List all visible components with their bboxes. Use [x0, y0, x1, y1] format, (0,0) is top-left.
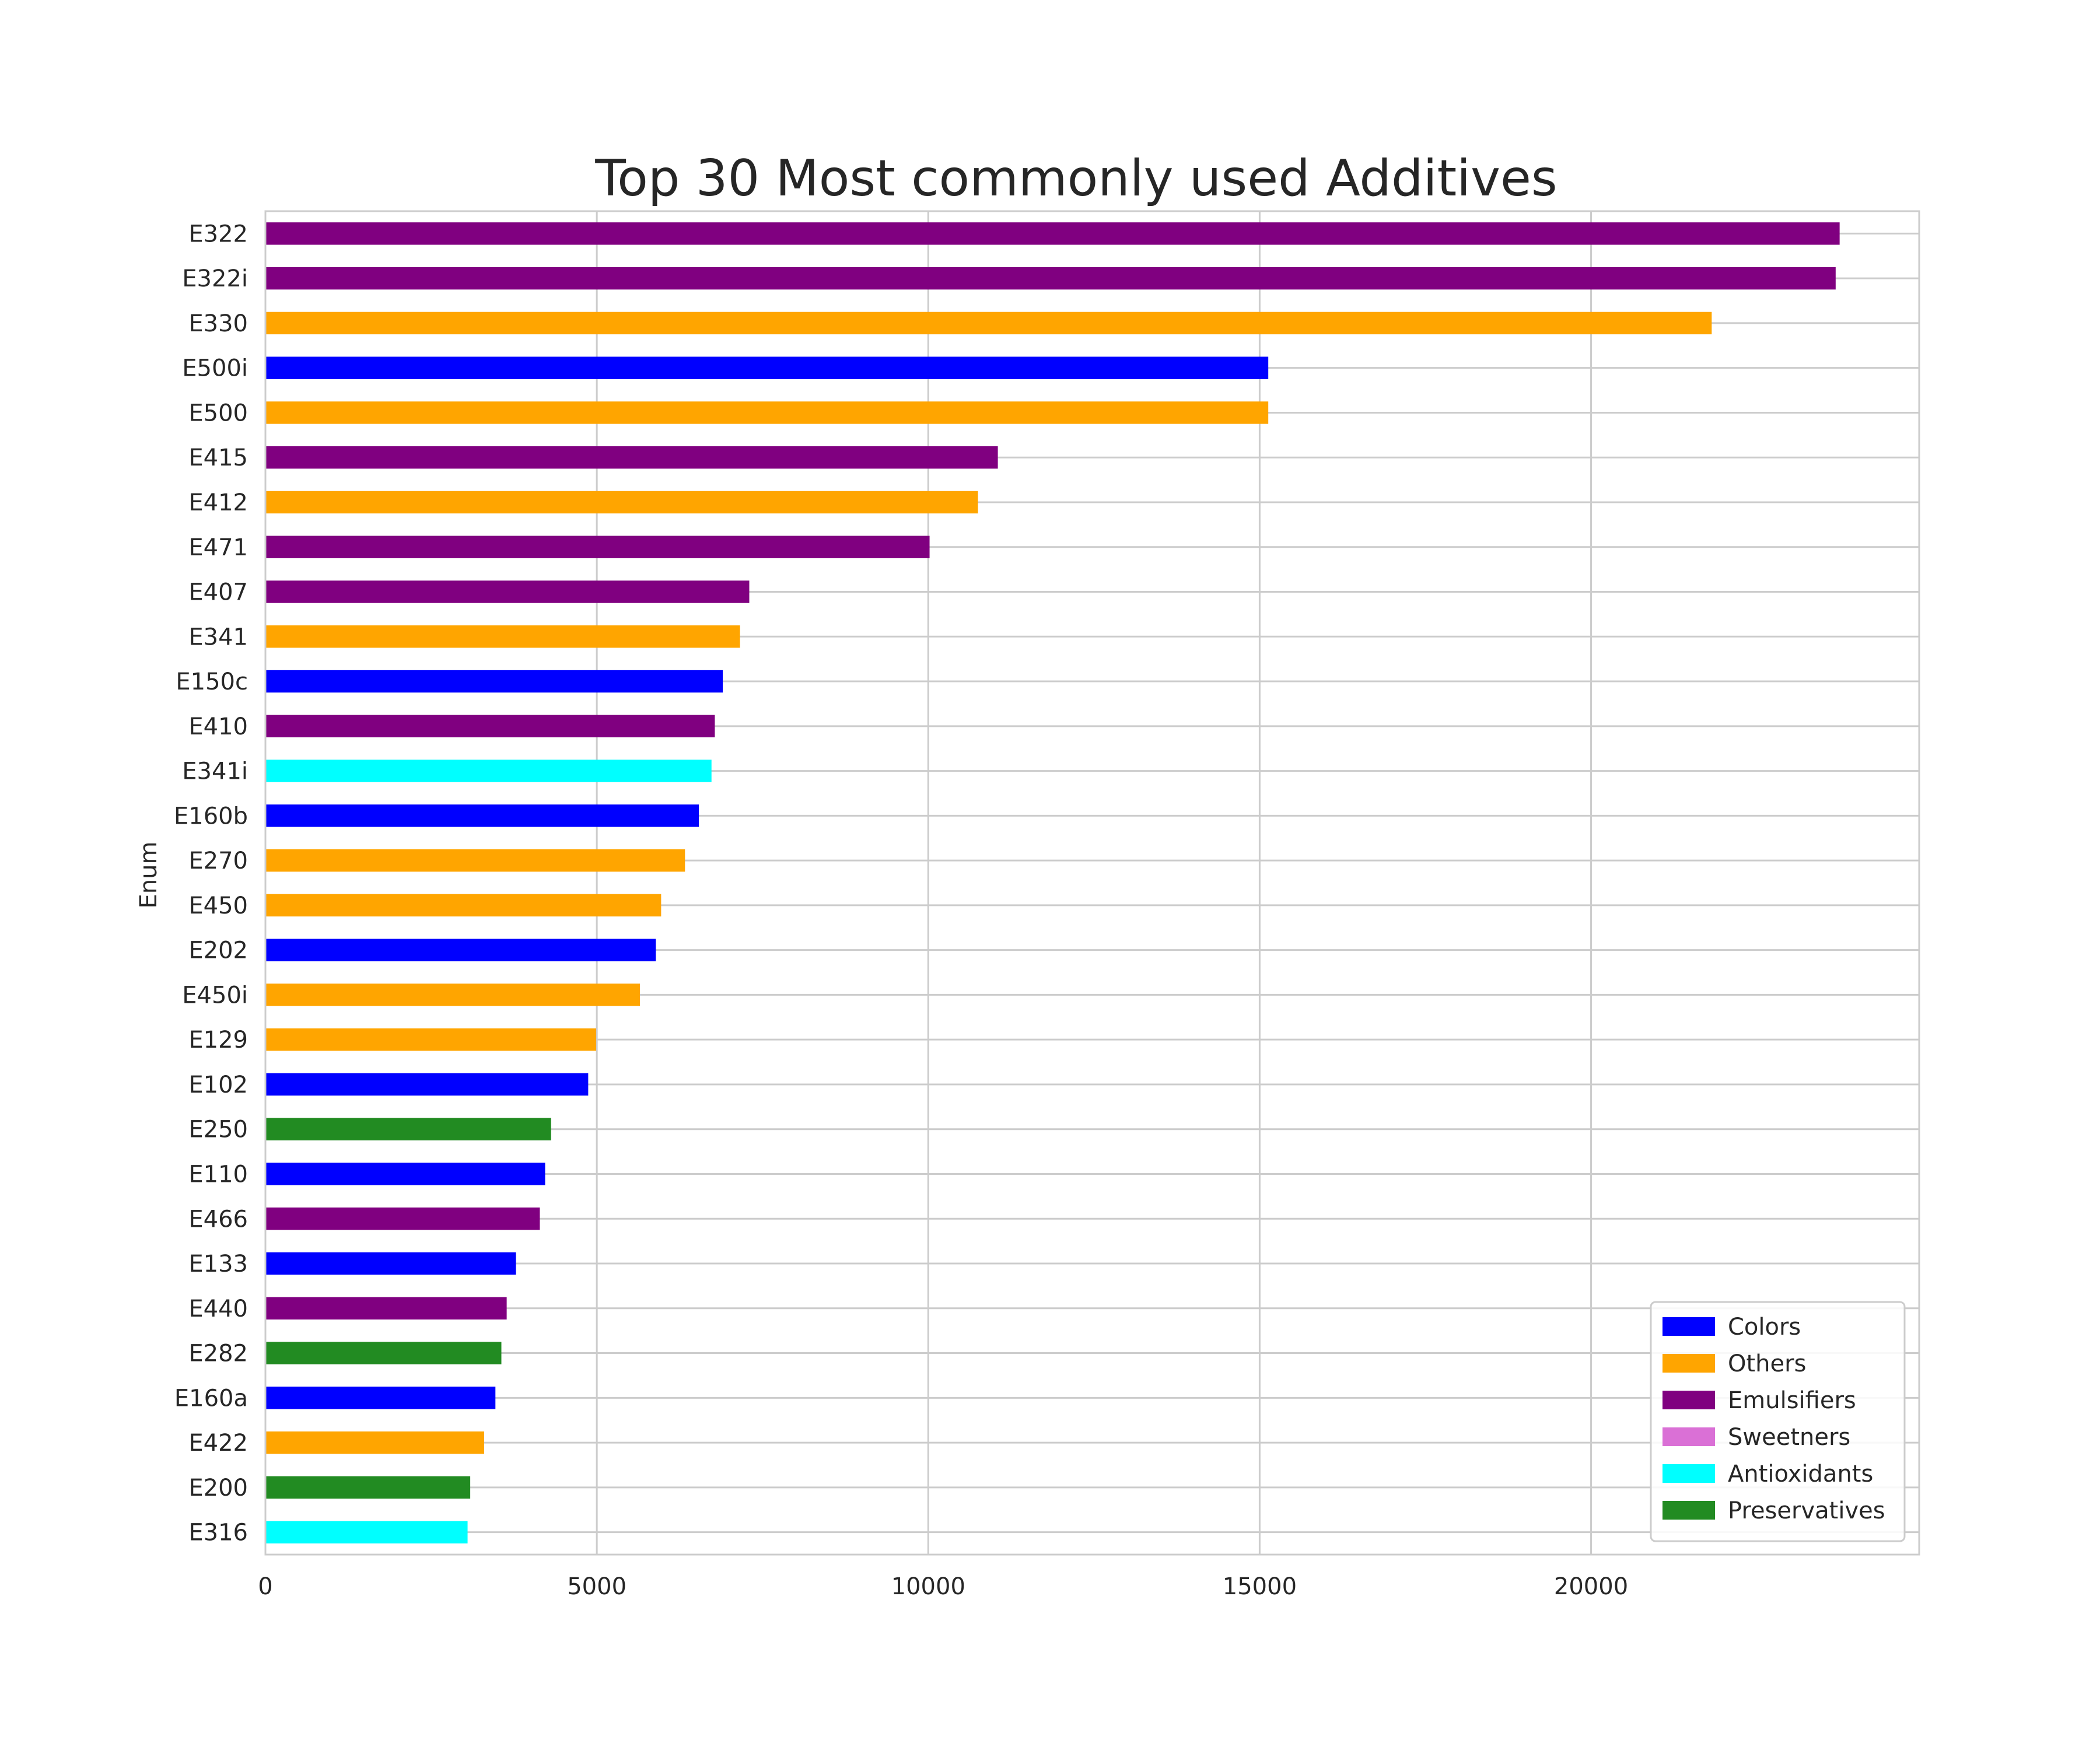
y-tick-label: E450i	[182, 982, 248, 1009]
bar-e471	[265, 536, 930, 558]
y-tick-label: E102	[188, 1072, 248, 1098]
y-axis-label: Enum	[135, 842, 162, 909]
y-tick-label: E415	[188, 444, 248, 471]
bar-e450i	[265, 984, 640, 1006]
bar-e129	[265, 1028, 596, 1051]
y-tick-label: E412	[188, 489, 248, 516]
bar-e150c	[265, 670, 723, 693]
y-tick-label: E341	[188, 624, 248, 650]
bar-e316	[265, 1521, 468, 1544]
y-tick-label: E202	[188, 937, 248, 964]
y-tick-label: E500i	[182, 355, 248, 382]
legend-label-antioxidants: Antioxidants	[1728, 1461, 1873, 1488]
y-tick-label: E422	[188, 1430, 248, 1457]
x-tick-labels: 0 5000 10000 15000 20000	[258, 1573, 1628, 1600]
bar-e102	[265, 1073, 589, 1096]
y-tick-label: E110	[188, 1161, 248, 1188]
chart-title: Top 30 Most commonly used Additives	[594, 149, 1557, 208]
plot-frame	[264, 210, 1920, 1556]
y-tick-labels: E322 E322i E330 E500i E500 E415 E412 E471 E407 E3…	[174, 220, 248, 1546]
y-tick-label: E341i	[182, 758, 248, 785]
y-tick-label: E471	[188, 534, 248, 561]
y-tick-label: E322i	[182, 265, 248, 292]
x-tick-label: 20000	[1554, 1573, 1628, 1600]
bar-e415	[265, 446, 998, 469]
y-tick-label: E410	[188, 713, 248, 740]
legend: Colors Others Emulsifiers Sweetners Antioxid…	[1650, 1301, 1906, 1542]
y-tick-label: E270	[188, 848, 248, 874]
y-tick-label: E200	[188, 1475, 248, 1502]
legend-swatch-preservatives	[1662, 1501, 1715, 1520]
y-tick-label: E322	[188, 220, 248, 247]
bar-e322	[265, 222, 1840, 245]
y-tick-label: E133	[188, 1251, 248, 1278]
y-tick-label: E129	[188, 1027, 248, 1054]
y-tick-label: E160b	[174, 803, 248, 830]
bar-e500	[265, 401, 1269, 424]
y-tick-label: E450	[188, 892, 248, 919]
bar-e250	[265, 1118, 551, 1140]
legend-label-preservatives: Preservatives	[1728, 1497, 1885, 1524]
bar-e160b	[265, 804, 699, 827]
bar-e450	[265, 894, 662, 917]
x-tick-label: 0	[258, 1573, 272, 1600]
x-tick-label: 15000	[1223, 1573, 1297, 1600]
y-tick-label: E407	[188, 579, 248, 606]
y-tick-label: E316	[188, 1520, 248, 1546]
legend-swatch-colors	[1662, 1317, 1715, 1336]
x-tick-label: 10000	[891, 1573, 965, 1600]
bar-e500i	[265, 356, 1269, 379]
bars	[265, 222, 1840, 1544]
y-tick-label: E282	[188, 1340, 248, 1367]
bar-e133	[265, 1252, 516, 1275]
bar-e440	[265, 1297, 507, 1320]
bar-e466	[265, 1208, 540, 1230]
bar-e330	[265, 312, 1712, 335]
y-tick-label: E330	[188, 310, 248, 337]
bar-e110	[265, 1163, 545, 1185]
y-tick-label: E440	[188, 1296, 248, 1322]
legend-swatch-emulsifiers	[1662, 1391, 1715, 1409]
legend-swatch-sweetners	[1662, 1427, 1715, 1446]
bar-e200	[265, 1476, 471, 1499]
x-tick-label: 5000	[567, 1573, 626, 1600]
bar-e282	[265, 1342, 502, 1364]
y-tick-label: E160a	[174, 1385, 248, 1412]
legend-label-emulsifiers: Emulsifiers	[1728, 1387, 1856, 1414]
y-tick-label: E250	[188, 1116, 248, 1143]
bar-e270	[265, 849, 685, 872]
bar-e422	[265, 1431, 484, 1454]
y-tick-label: E466	[188, 1206, 248, 1233]
legend-label-sweetners: Sweetners	[1728, 1424, 1850, 1451]
bar-e160a	[265, 1387, 496, 1409]
bar-e412	[265, 491, 978, 514]
y-tick-label: E500	[188, 400, 248, 426]
legend-label-colors: Colors	[1728, 1314, 1801, 1340]
legend-swatch-others	[1662, 1354, 1715, 1373]
legend-swatch-antioxidants	[1662, 1464, 1715, 1483]
y-tick-label: E150c	[176, 668, 248, 695]
bar-e322i	[265, 267, 1836, 290]
bar-e407	[265, 580, 750, 603]
bar-e410	[265, 715, 715, 738]
bar-e341i	[265, 760, 712, 782]
legend-label-others: Others	[1728, 1350, 1806, 1377]
bar-e202	[265, 939, 656, 961]
bar-e341	[265, 625, 740, 648]
